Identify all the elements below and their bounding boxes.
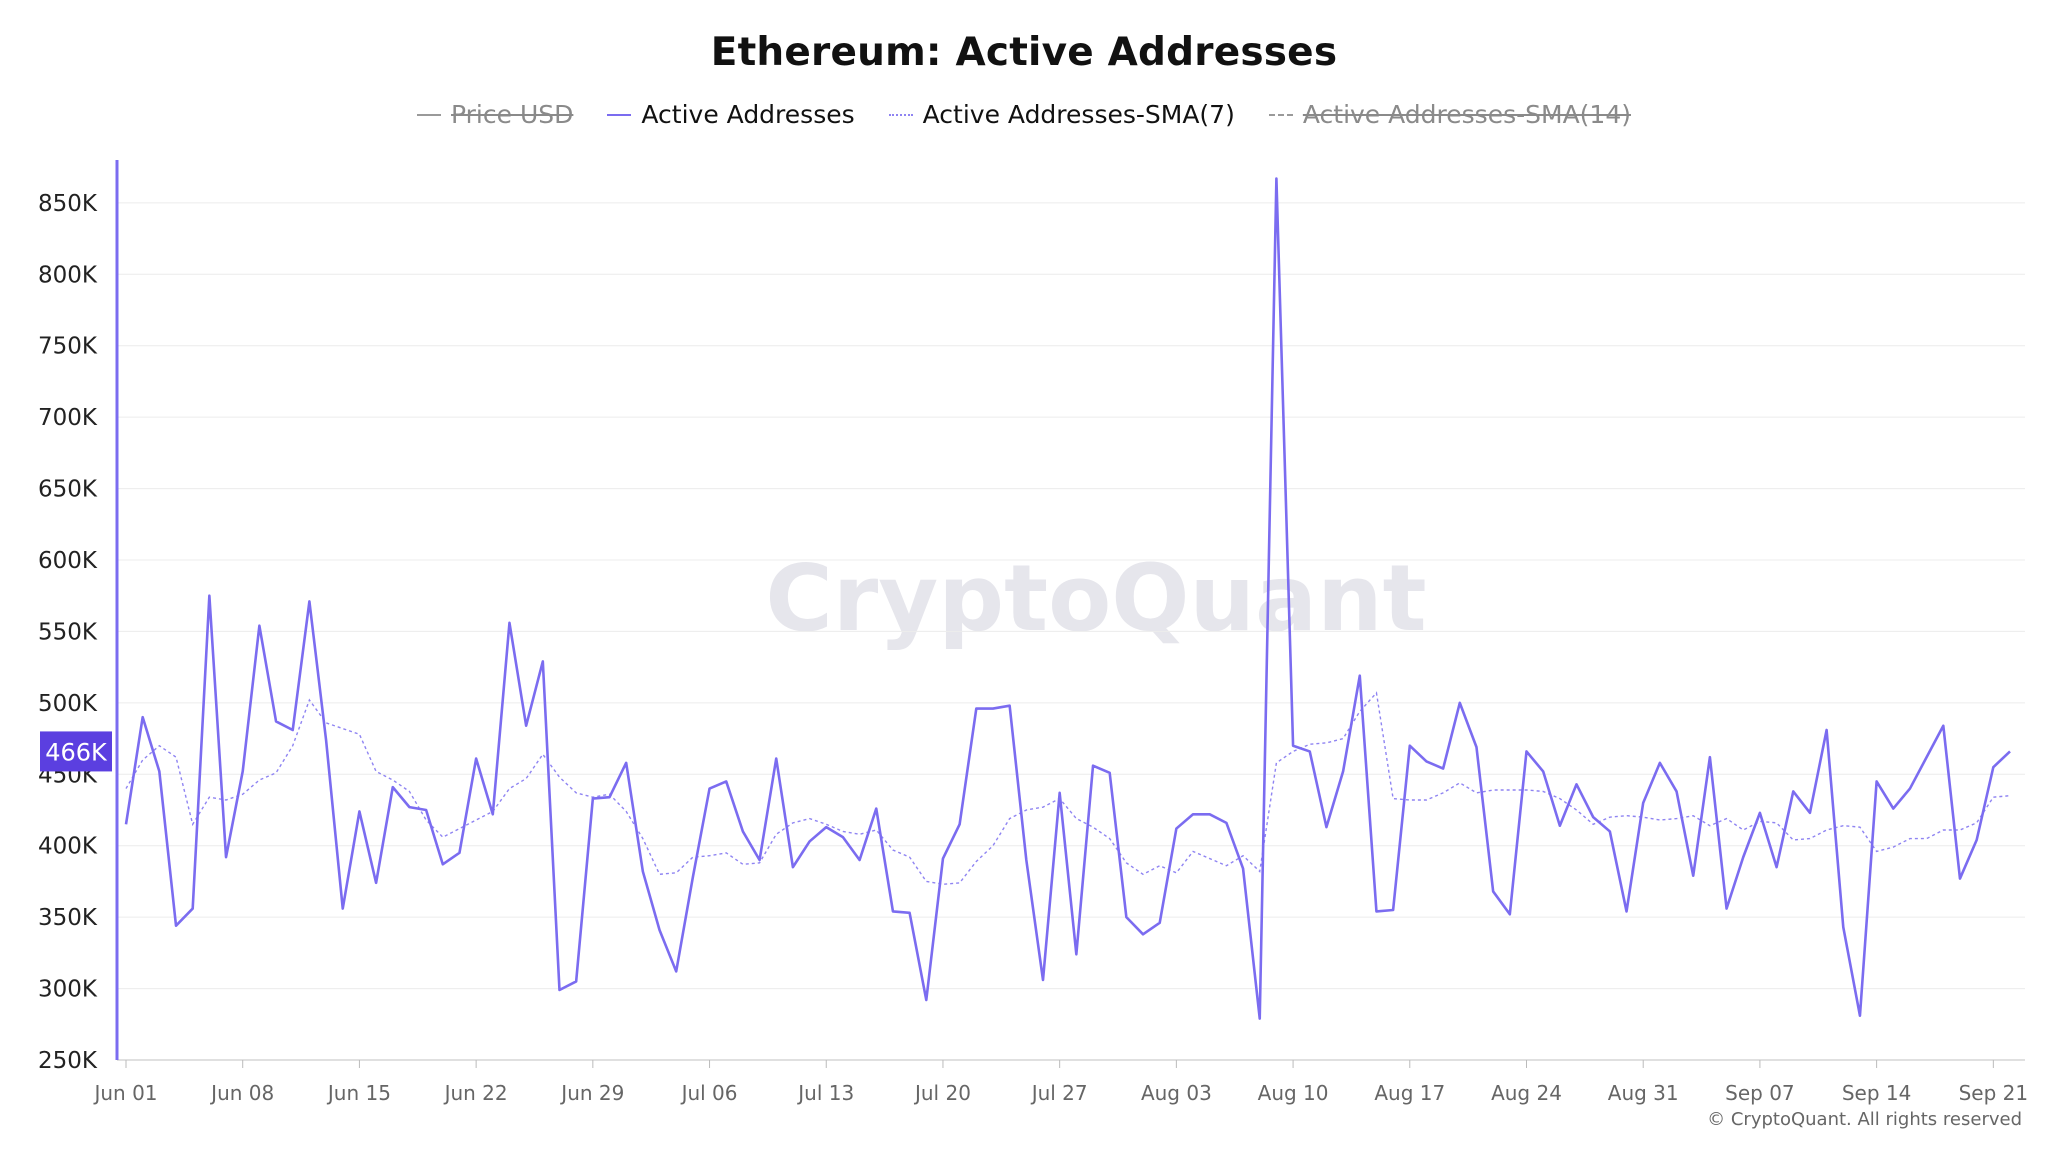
x-tick-label: Jul 06: [680, 1081, 738, 1105]
current-value-badge-text: 466K: [45, 738, 108, 766]
y-axis: 250K300K350K400K450K500K550K600K650K700K…: [38, 160, 119, 1074]
current-value-badge-bg: [40, 731, 112, 772]
x-tick-label: Sep 14: [1842, 1081, 1912, 1105]
legend-label-sma14: Active Addresses-SMA(14): [1302, 100, 1631, 129]
x-tick-label: Aug 31: [1608, 1081, 1679, 1105]
x-tick-label: Jun 01: [92, 1081, 157, 1105]
x-tick-label: Aug 10: [1258, 1081, 1329, 1105]
copyright-text: © CryptoQuant. All rights reserved: [1707, 1109, 2022, 1130]
series-layer: [124, 177, 2011, 1020]
legend-label-price-usd: Price USD: [451, 100, 574, 129]
legend-item-price-usd[interactable]: Price USD: [417, 100, 573, 129]
y-tick-label: 300K: [38, 977, 98, 1003]
y-tick-label: 650K: [38, 477, 98, 503]
watermark: CryptoQuant: [765, 545, 1426, 652]
current-value-badge: 466K: [40, 731, 112, 772]
legend-item-active-addresses[interactable]: Active Addresses: [607, 100, 855, 129]
x-tick-label: Aug 03: [1141, 1081, 1212, 1105]
y-tick-label: 600K: [38, 548, 98, 574]
legend-label-sma7: Active Addresses-SMA(7): [922, 100, 1235, 129]
y-tick-label: 750K: [38, 334, 98, 360]
y-tick-label: 500K: [38, 691, 98, 717]
y-tick-label: 700K: [38, 405, 98, 431]
x-tick-label: Aug 17: [1374, 1081, 1445, 1105]
y-tick-label: 850K: [38, 191, 98, 217]
y-tick-label: 350K: [38, 905, 98, 931]
x-tick-label: Jun 08: [209, 1081, 274, 1105]
legend-swatch-sma7: [888, 113, 913, 116]
x-axis: Jun 01 Jun 08 Jun 15 Jun 22 Jun 29 Jul 06 Jul …: [92, 1059, 2029, 1105]
grid-layer: [117, 202, 2025, 1061]
legend-swatch-active-addresses: [607, 113, 632, 116]
y-tick-label: 400K: [38, 834, 98, 860]
legend-item-sma14[interactable]: Active Addresses-SMA(14): [1268, 100, 1631, 129]
legend-swatch-sma14: [1268, 113, 1293, 116]
legend-swatch-price-usd: [417, 113, 442, 116]
x-tick-label: Jun 15: [326, 1081, 391, 1105]
series-line-active-addresses: [124, 177, 2011, 1020]
legend: Price USD Active Addresses Active Addres…: [0, 100, 2048, 129]
y-tick-label: 250K: [38, 1048, 98, 1074]
x-tick-label: Sep 21: [1959, 1081, 2029, 1105]
x-tick-label: Jul 20: [913, 1081, 971, 1105]
x-tick-label: Jul 27: [1030, 1081, 1088, 1105]
chart-title: Ethereum: Active Addresses: [710, 30, 1338, 75]
legend-item-sma7[interactable]: Active Addresses-SMA(7): [888, 100, 1235, 129]
x-tick-label: Jul 13: [796, 1081, 854, 1105]
series-line-sma7: [125, 691, 2011, 885]
x-tick-label: Aug 24: [1491, 1081, 1562, 1105]
y-tick-label: 550K: [38, 619, 98, 645]
y-tick-label: 800K: [38, 262, 98, 288]
x-tick-label: Jun 29: [559, 1081, 624, 1105]
x-tick-label: Sep 07: [1725, 1081, 1795, 1105]
x-tick-label: Jun 22: [443, 1081, 508, 1105]
legend-label-active-addresses: Active Addresses: [641, 100, 855, 129]
